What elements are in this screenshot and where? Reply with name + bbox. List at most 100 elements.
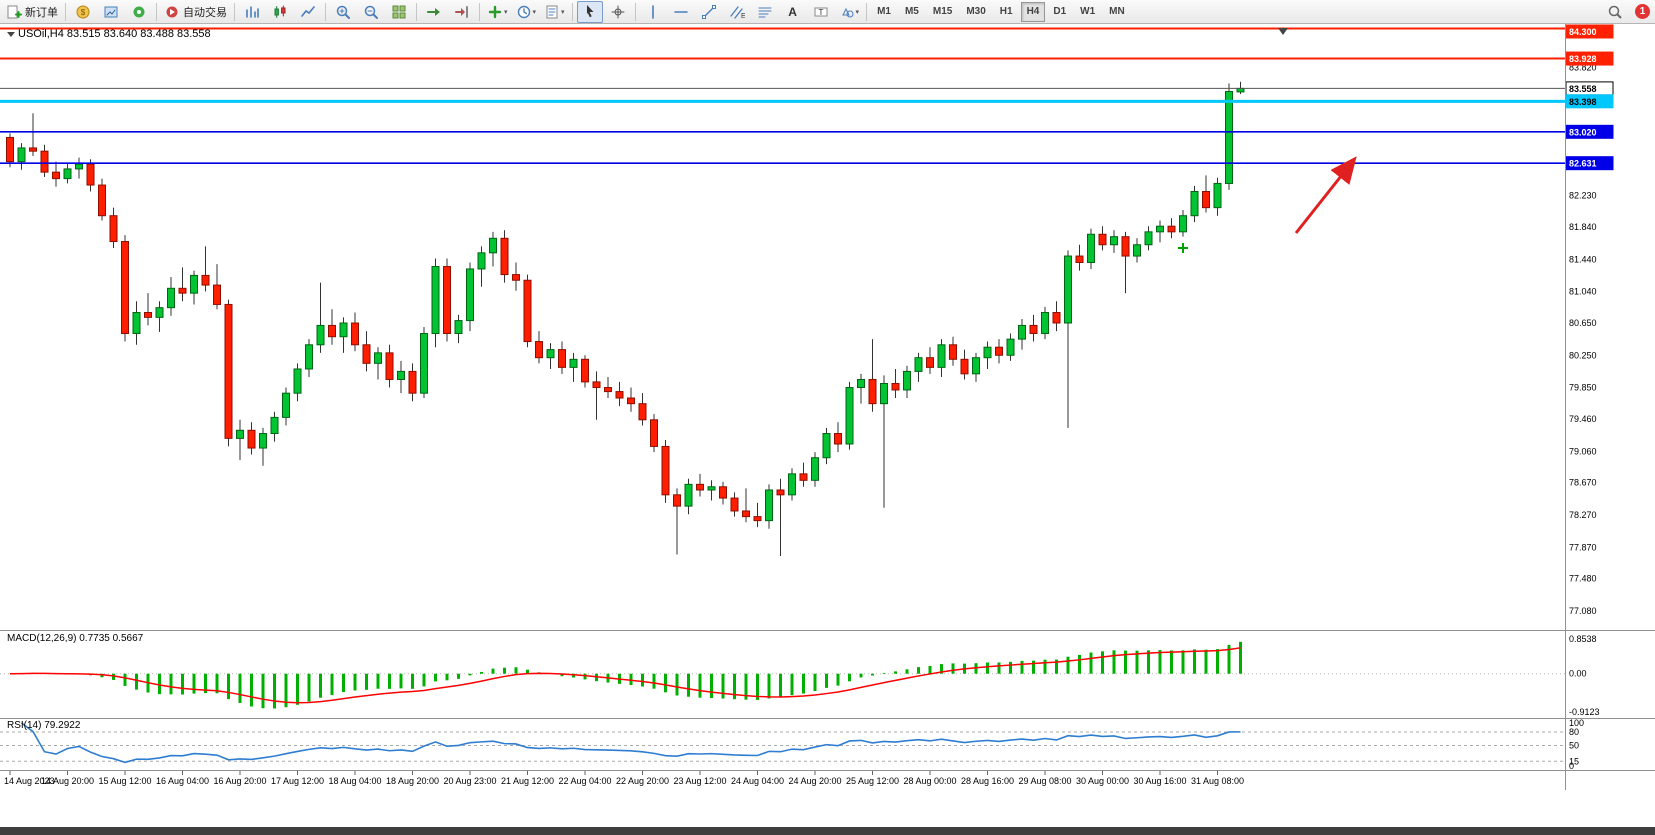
svg-text:24 Aug 04:00: 24 Aug 04:00: [731, 776, 784, 786]
candlestick-chart-icon: [272, 4, 288, 20]
indicators-icon: [487, 4, 503, 20]
periods-button[interactable]: ▾: [513, 1, 540, 23]
horizontal-lines-layer[interactable]: [0, 27, 1565, 164]
timeframe-m15-button[interactable]: M15: [932, 6, 953, 17]
price-axis[interactable]: [1565, 24, 1655, 770]
toolbar-separator: [866, 2, 868, 21]
svg-text:14 Aug 2023: 14 Aug 2023: [4, 776, 55, 786]
tile-windows-button[interactable]: [386, 1, 412, 23]
timeframe-mn-button[interactable]: MN: [1109, 6, 1125, 17]
svg-text:0: 0: [1569, 761, 1574, 771]
chart-shift-button[interactable]: [449, 1, 475, 23]
text-label-icon: T: [813, 4, 829, 20]
cursor-button[interactable]: [576, 0, 603, 23]
zoom-in-button[interactable]: [330, 1, 356, 23]
timeframe-h4-button[interactable]: H4: [1020, 1, 1046, 22]
zoom-out-button[interactable]: [358, 1, 384, 23]
bar-chart-button[interactable]: [239, 1, 265, 23]
svg-text:79.850: 79.850: [1569, 383, 1597, 393]
svg-text:77.480: 77.480: [1569, 574, 1597, 584]
line-chart-button[interactable]: [295, 1, 321, 23]
notification-badge[interactable]: 1: [1635, 4, 1650, 19]
horizontal-line-button[interactable]: [668, 1, 694, 23]
annotation-arrow[interactable]: [1294, 156, 1357, 234]
plus-marker-icon: [1178, 242, 1188, 253]
svg-text:30 Aug 16:00: 30 Aug 16:00: [1133, 776, 1186, 786]
svg-text:30 Aug 00:00: 30 Aug 00:00: [1076, 776, 1129, 786]
coin-button[interactable]: $: [70, 1, 96, 23]
timeframe-d1-button[interactable]: D1: [1053, 6, 1067, 17]
svg-text:81.440: 81.440: [1569, 254, 1597, 264]
timeframe-m1-button[interactable]: M1: [877, 6, 891, 17]
auto-scroll-button[interactable]: [421, 1, 447, 23]
search-icon: [1607, 4, 1623, 20]
svg-text:15: 15: [1569, 756, 1579, 766]
svg-text:84.300: 84.300: [1569, 27, 1597, 37]
chevron-down-icon: ▾: [532, 8, 537, 16]
horizontal-line-icon: [673, 4, 689, 20]
equidistant-channel-button[interactable]: E: [724, 1, 750, 23]
toolbar-separator: [234, 2, 235, 21]
toolbar-separator: [416, 2, 417, 21]
timeframe-m5-button[interactable]: M5: [904, 6, 919, 17]
chart-title: USOil,H4 83.515 83.640 83.488 83.558: [7, 28, 211, 40]
svg-text:23 Aug 12:00: 23 Aug 12:00: [673, 776, 726, 786]
svg-text:80.650: 80.650: [1569, 318, 1597, 328]
chart-dropdown-icon: [7, 32, 15, 37]
bar-chart-icon: [244, 4, 260, 20]
timeframe-h1-button[interactable]: H1: [999, 6, 1013, 17]
svg-text:$: $: [81, 8, 86, 17]
toolbar-separator: [325, 2, 326, 21]
crosshair-button[interactable]: [605, 1, 631, 23]
text-button[interactable]: A: [780, 1, 806, 23]
new-order-label: 新订单: [25, 6, 58, 19]
svg-text:81.040: 81.040: [1569, 287, 1597, 297]
trendline-icon: [701, 4, 717, 20]
market-button[interactable]: [126, 1, 152, 23]
vertical-line-button[interactable]: [640, 1, 666, 23]
svg-text:29 Aug 08:00: 29 Aug 08:00: [1018, 776, 1071, 786]
macd-panel: [0, 641, 1565, 709]
new-order-button[interactable]: 新订单: [3, 1, 61, 23]
templates-button[interactable]: ▾: [541, 1, 568, 23]
indicators-button[interactable]: ▾: [484, 1, 511, 23]
window-bottom-edge: [0, 827, 1655, 835]
svg-text:25 Aug 12:00: 25 Aug 12:00: [846, 776, 899, 786]
candlestick-chart-button[interactable]: [267, 1, 293, 23]
svg-text:82.631: 82.631: [1569, 159, 1597, 169]
chevron-down-icon: ▾: [504, 8, 508, 16]
market-icon: [131, 4, 147, 20]
accounts-button[interactable]: [98, 1, 124, 23]
svg-text:18 Aug 04:00: 18 Aug 04:00: [328, 776, 381, 786]
panel-separators[interactable]: [0, 24, 1655, 790]
svg-text:22 Aug 04:00: 22 Aug 04:00: [558, 776, 611, 786]
timeframe-m30-button[interactable]: M30: [966, 6, 986, 17]
svg-text:100: 100: [1569, 718, 1584, 728]
time-axis[interactable]: [0, 771, 1655, 791]
chart-ohlc-values: 83.515 83.640 83.488 83.558: [66, 28, 211, 40]
svg-text:77.080: 77.080: [1569, 606, 1597, 616]
fibonacci-button[interactable]: [752, 1, 778, 23]
cursor-icon: [582, 4, 598, 20]
search-button[interactable]: [1602, 1, 1628, 23]
svg-text:83.398: 83.398: [1569, 97, 1597, 107]
svg-text:50: 50: [1569, 741, 1579, 751]
svg-text:-0.9123: -0.9123: [1569, 707, 1600, 717]
auto-trading-icon: [164, 4, 180, 20]
line-chart-icon: [300, 4, 316, 20]
chart-canvas[interactable]: 84.22083.82082.23081.84081.44081.04080.6…: [0, 24, 1655, 835]
text-label: A: [788, 4, 797, 19]
timeframe-w1-button[interactable]: W1: [1080, 6, 1096, 17]
trendline-button[interactable]: [696, 1, 722, 23]
chevron-down-icon: ▾: [855, 8, 860, 16]
chart-shift-marker-icon: [1278, 28, 1288, 35]
shapes-button[interactable]: ▾: [836, 1, 863, 23]
auto-trading-button[interactable]: 自动交易: [161, 1, 230, 23]
toolbar-separator: [634, 2, 636, 21]
svg-text:E: E: [741, 13, 745, 20]
zoom-in-icon: [335, 4, 351, 20]
auto-trading-label: 自动交易: [183, 6, 227, 19]
new-order-icon: [6, 4, 22, 20]
text-label-button[interactable]: T: [808, 1, 834, 23]
